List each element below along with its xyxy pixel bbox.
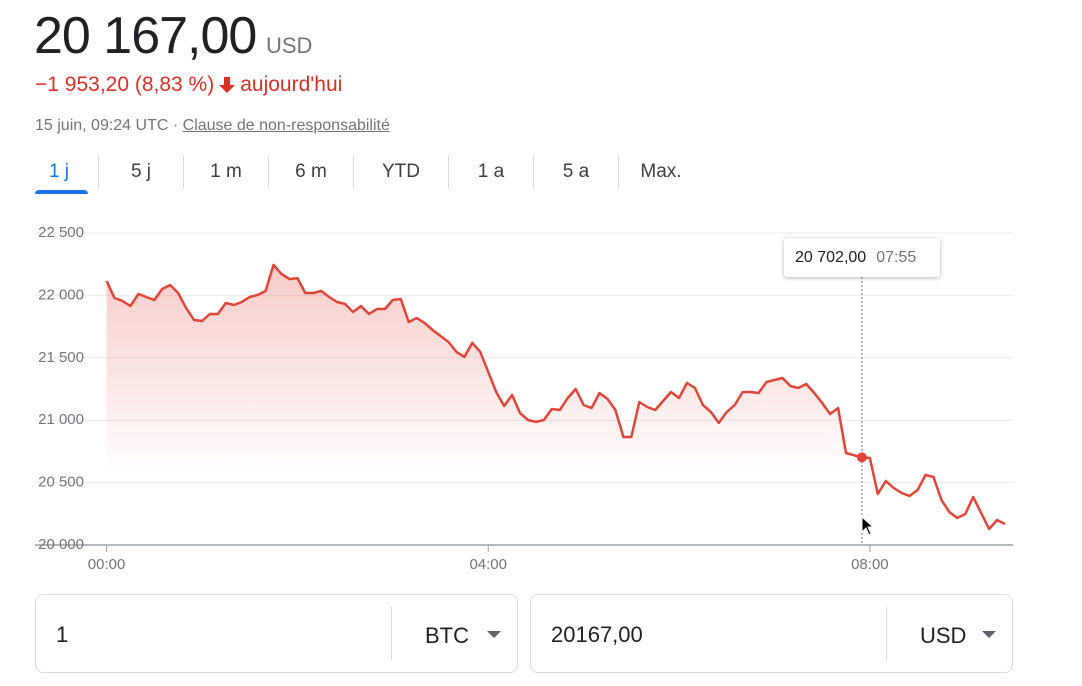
y-tick-label: 21 500 (38, 349, 84, 366)
disclaimer-link[interactable]: Clause de non-responsabilité (182, 117, 390, 134)
dropdown-arrow (487, 631, 501, 638)
amount-field[interactable]: 1 BTC (35, 594, 518, 673)
currency: USD (266, 33, 313, 58)
y-tick-label: 22 500 (38, 224, 84, 241)
change: −1 953,20 (8,83 %) (35, 73, 215, 96)
range-tab[interactable]: 1 a (448, 155, 533, 189)
x-tick-label: 04:00 (469, 556, 507, 573)
result-field[interactable]: 20167,00 USD (530, 594, 1013, 673)
tooltip-value: 20 702,00 (795, 248, 867, 266)
tooltip-time: 07:55 (876, 248, 917, 266)
to-currency: USD (920, 623, 967, 648)
date-line: 15 juin, 09:24 UTC · Clause de non-respo… (35, 117, 390, 135)
change-row: −1 953,20 (8,83 %) aujourd'hui (35, 73, 342, 97)
range-tab[interactable]: 1 j (20, 155, 98, 194)
range-tab[interactable]: 1 m (183, 155, 268, 189)
hover-point (856, 452, 867, 463)
range-tab[interactable]: 5 j (98, 155, 183, 189)
price: 20 167,00 (34, 7, 257, 65)
chart: 20 000 20 500 21 000 21 500 22 000 22 500 00:0… (35, 224, 1013, 573)
price-line (105, 263, 1006, 531)
range-tab[interactable]: 5 a (533, 155, 618, 189)
from-select[interactable]: BTC (391, 607, 517, 660)
x-tick-label: 08:00 (851, 556, 889, 573)
cursor (861, 515, 875, 536)
range-tab[interactable]: Max. (618, 155, 703, 189)
area (106, 264, 1006, 545)
range-tab[interactable]: 6 m (268, 155, 353, 189)
tooltip: 20 702,00 07:55 (784, 238, 940, 277)
y-tick-label: 20 000 (38, 536, 84, 553)
change-period: aujourd'hui (240, 73, 343, 96)
y-tick-label: 21 000 (38, 411, 84, 428)
down-arrow (219, 77, 236, 93)
result: 20167,00 (551, 622, 643, 647)
from-currency: BTC (425, 623, 469, 648)
y-tick-label: 22 000 (38, 286, 84, 303)
range-tab[interactable]: YTD (353, 155, 448, 189)
timestamp: 15 juin, 09:24 UTC · (35, 117, 179, 134)
x-tick-label: 00:00 (88, 556, 126, 573)
y-tick-label: 20 500 (38, 474, 84, 491)
to-select[interactable]: USD (886, 607, 1012, 660)
dropdown-arrow (982, 631, 996, 638)
amount: 1 (56, 622, 69, 647)
